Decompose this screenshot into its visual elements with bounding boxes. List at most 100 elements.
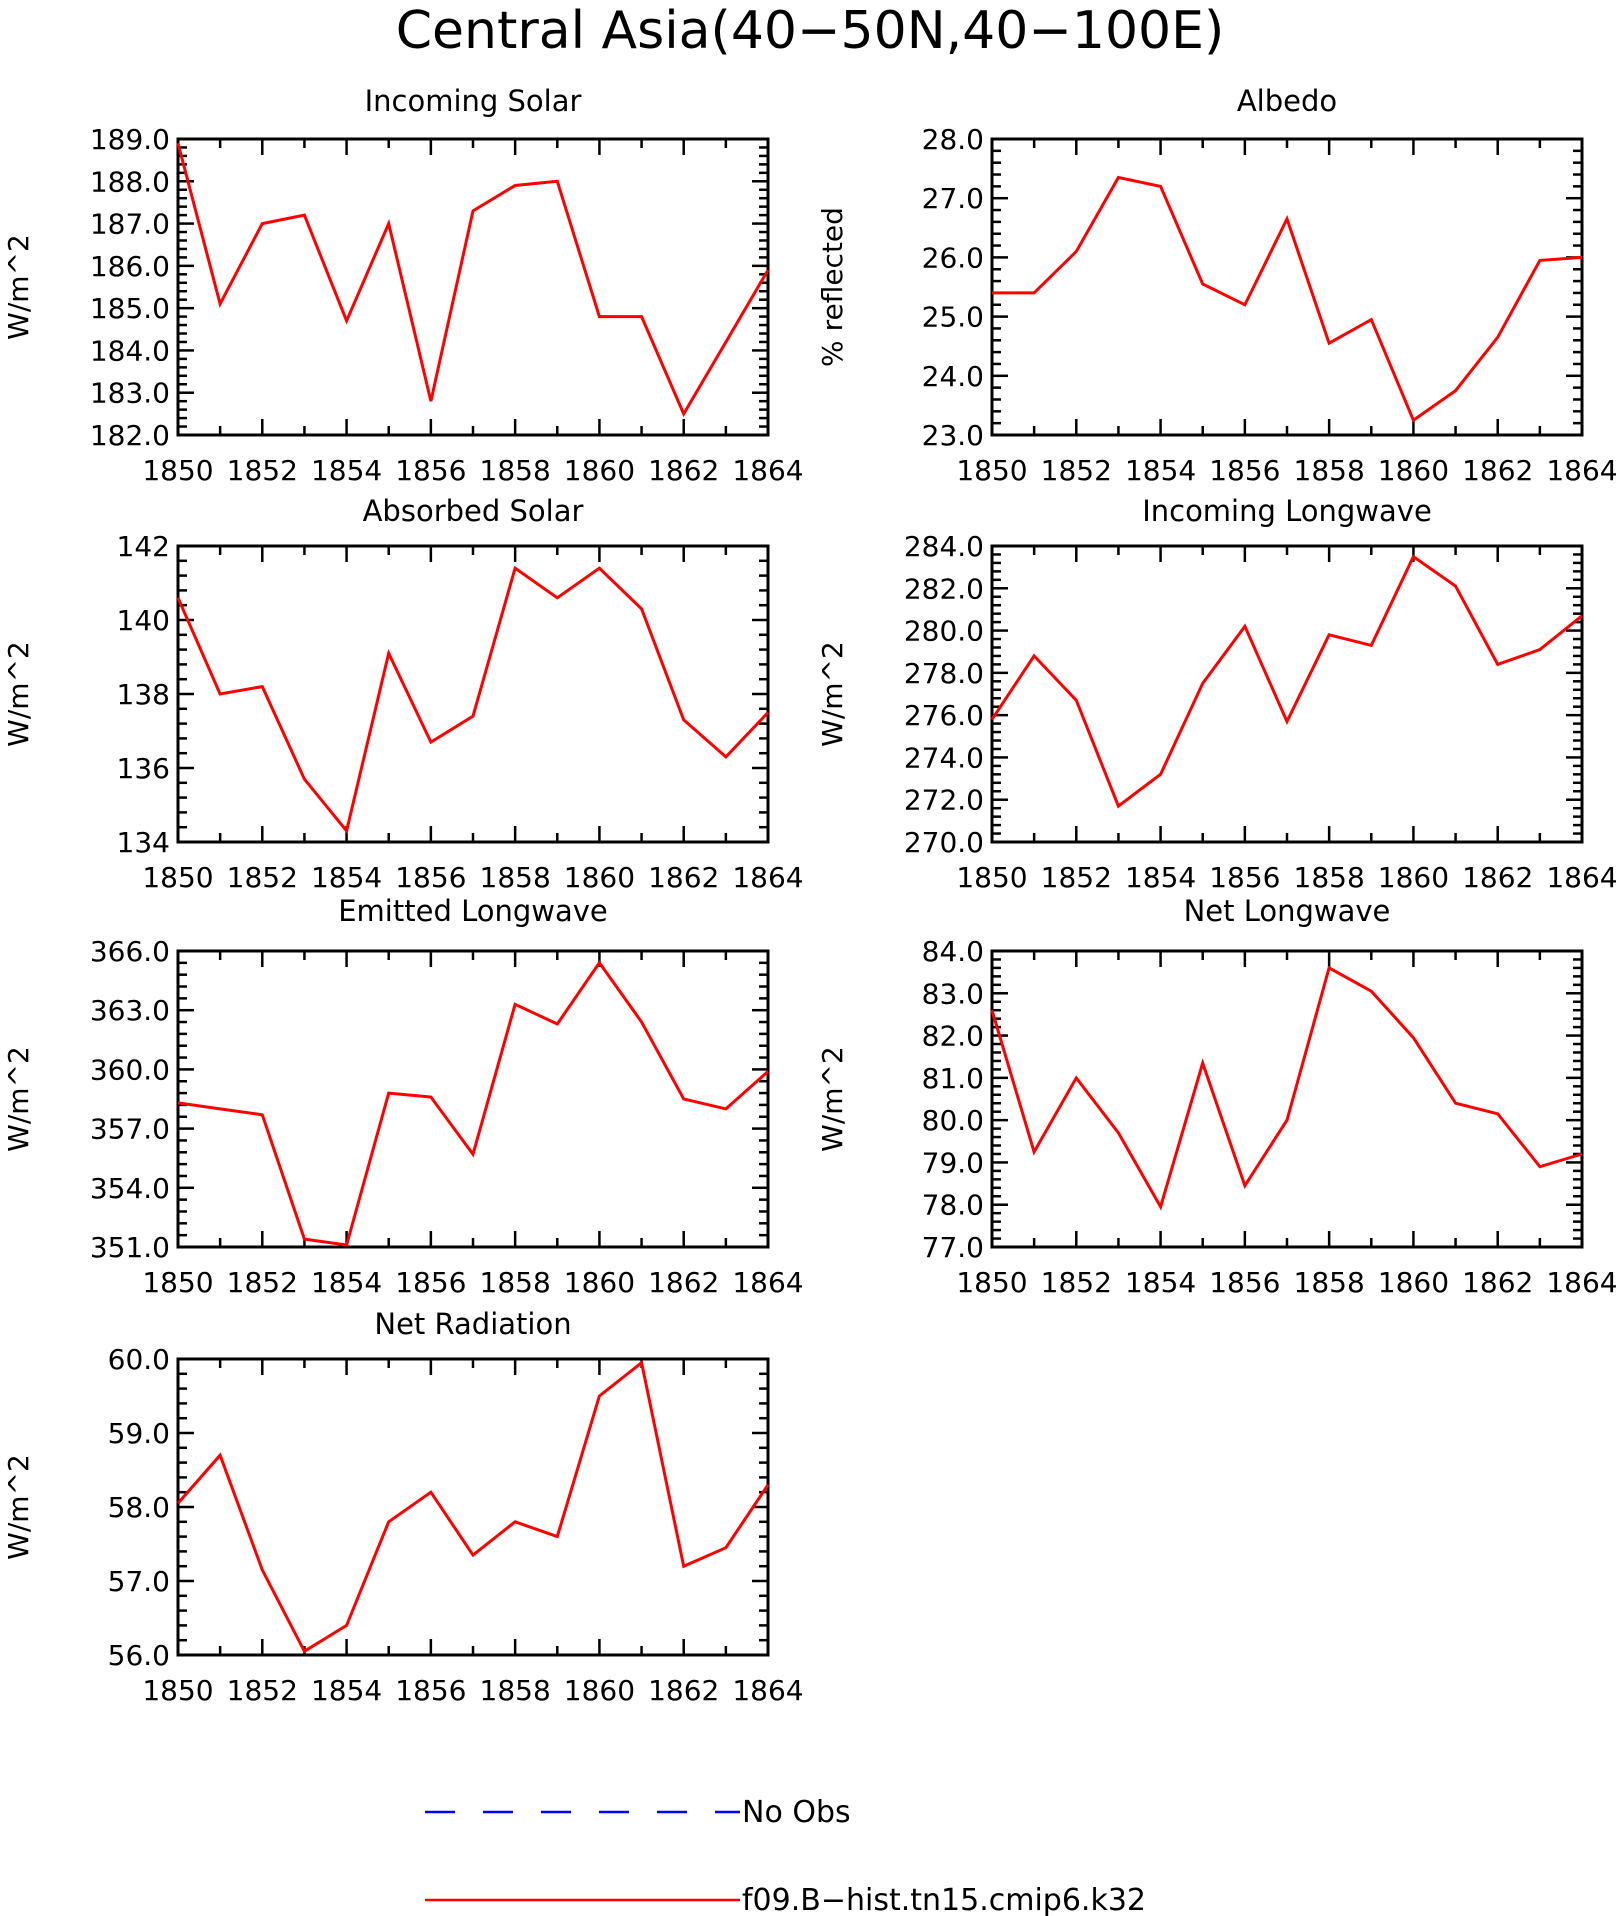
- x-tick-label: 1858: [1294, 1266, 1365, 1299]
- x-tick-label: 1862: [1462, 454, 1533, 487]
- y-tick-label: 79.0: [922, 1146, 984, 1179]
- x-tick-label: 1860: [564, 861, 635, 894]
- x-tick-label: 1858: [1294, 454, 1365, 487]
- series-line-incoming-solar: [176, 142, 770, 418]
- x-tick-label: 1852: [227, 454, 298, 487]
- x-tick-label: 1864: [732, 861, 803, 894]
- y-tick-label: 183.0: [90, 377, 170, 410]
- x-tick-label: 1856: [1209, 1266, 1280, 1299]
- y-tick-label: 24.0: [922, 360, 984, 393]
- x-tick-label: 1864: [732, 1266, 803, 1299]
- y-axis-label: W/m^2: [2, 641, 35, 747]
- y-tick-label: 186.0: [90, 250, 170, 283]
- x-tick-label: 1856: [395, 861, 466, 894]
- plot-frame: [990, 137, 1584, 437]
- y-tick-label: 274.0: [904, 741, 984, 774]
- y-tick-label: 280.0: [904, 615, 984, 648]
- x-tick-label: 1850: [142, 1266, 213, 1299]
- x-tick-label: 1862: [648, 861, 719, 894]
- series-line-net-radiation: [176, 1360, 770, 1654]
- y-tick-label: 360.0: [90, 1053, 170, 1086]
- x-tick-label: 1850: [956, 1266, 1027, 1299]
- y-tick-label: 78.0: [922, 1189, 984, 1222]
- y-axis-label: W/m^2: [816, 641, 849, 747]
- y-axis-label: % reflected: [816, 207, 849, 367]
- x-tick-label: 1852: [1041, 861, 1112, 894]
- y-tick-label: 182.0: [90, 419, 170, 452]
- y-tick-label: 28.0: [922, 123, 984, 156]
- panel-title-emitted-longwave: Emitted Longwave: [338, 894, 608, 928]
- panel-title-albedo: Albedo: [1237, 84, 1337, 118]
- x-tick-label: 1858: [480, 1266, 551, 1299]
- panel-title-incoming-solar: Incoming Solar: [365, 84, 582, 118]
- y-tick-label: 184.0: [90, 334, 170, 367]
- legend-label-model: f09.B−hist.tn15.cmip6.k32: [742, 1883, 1146, 1916]
- x-tick-label: 1860: [564, 454, 635, 487]
- x-tick-label: 1860: [1378, 454, 1449, 487]
- figure-title: Central Asia(40−50N,40−100E): [396, 1, 1225, 61]
- x-tick-label: 1850: [142, 861, 213, 894]
- panel-title-net-longwave: Net Longwave: [1184, 894, 1391, 928]
- x-tick-label: 1862: [1462, 861, 1533, 894]
- y-tick-label: 140: [117, 604, 170, 637]
- x-tick-label: 1864: [732, 1674, 803, 1707]
- panel-grid: Incoming Solar 1850 1852 1854 1856 1858 1860 18…: [2, 84, 1618, 1707]
- y-tick-label: 351.0: [90, 1231, 170, 1264]
- y-axis-label: W/m^2: [2, 234, 35, 340]
- panel-absorbed-solar: Absorbed Solar 1850 1852 1854 1856 1858 1860 18…: [2, 494, 804, 894]
- x-tick-label: 1860: [1378, 861, 1449, 894]
- x-tick-label: 1860: [564, 1674, 635, 1707]
- y-tick-label: 57.0: [108, 1565, 170, 1598]
- y-tick-label: 276.0: [904, 699, 984, 732]
- y-tick-label: 81.0: [922, 1062, 984, 1095]
- y-axis-label: W/m^2: [816, 1046, 849, 1152]
- plot-frame: [176, 949, 770, 1249]
- plot-frame: [176, 1357, 770, 1657]
- y-tick-label: 26.0: [922, 241, 984, 274]
- y-axis-label: W/m^2: [2, 1454, 35, 1560]
- panel-emitted-longwave: Emitted Longwave 1850 1852 1854 1856 1858 1860…: [2, 894, 804, 1299]
- panel-title-absorbed-solar: Absorbed Solar: [363, 494, 584, 528]
- y-tick-label: 82.0: [922, 1020, 984, 1053]
- x-tick-label: 1858: [1294, 861, 1365, 894]
- y-tick-label: 83.0: [922, 977, 984, 1010]
- legend: No Obs f09.B−hist.tn15.cmip6.k32: [425, 1795, 1146, 1916]
- y-tick-label: 354.0: [90, 1172, 170, 1205]
- y-tick-label: 58.0: [108, 1491, 170, 1524]
- x-tick-label: 1850: [956, 454, 1027, 487]
- x-tick-label: 1854: [1125, 861, 1196, 894]
- y-tick-label: 278.0: [904, 657, 984, 690]
- legend-label-no-obs: No Obs: [742, 1795, 851, 1830]
- y-tick-label: 77.0: [922, 1231, 984, 1264]
- y-tick-label: 56.0: [108, 1639, 170, 1672]
- x-tick-label: 1864: [1546, 454, 1617, 487]
- x-tick-label: 1856: [395, 1266, 466, 1299]
- y-tick-label: 189.0: [90, 123, 170, 156]
- series-line-incoming-longwave: [990, 554, 1583, 809]
- x-tick-label: 1864: [732, 454, 803, 487]
- panel-albedo: Albedo 1850 1852 1854 1856 1858 1860 1862 1864 23…: [816, 84, 1618, 487]
- panel-incoming-solar: Incoming Solar 1850 1852 1854 1856 1858 1860 18…: [2, 84, 804, 487]
- y-tick-label: 185.0: [90, 292, 170, 325]
- x-tick-label: 1858: [480, 861, 551, 894]
- x-tick-label: 1858: [480, 1674, 551, 1707]
- y-tick-label: 188.0: [90, 165, 170, 198]
- y-tick-label: 23.0: [922, 419, 984, 452]
- y-tick-label: 366.0: [90, 935, 170, 968]
- x-tick-label: 1854: [311, 454, 382, 487]
- x-tick-label: 1862: [648, 1266, 719, 1299]
- y-tick-label: 138: [117, 678, 170, 711]
- series-line-net-longwave: [990, 965, 1583, 1211]
- series-line-emitted-longwave: [177, 960, 769, 1247]
- x-tick-label: 1852: [227, 1266, 298, 1299]
- series-line-absorbed-solar: [176, 565, 770, 835]
- panel-title-net-radiation: Net Radiation: [374, 1307, 571, 1341]
- y-tick-label: 60.0: [108, 1343, 170, 1376]
- panel-title-incoming-longwave: Incoming Longwave: [1142, 494, 1432, 528]
- y-tick-label: 25.0: [922, 301, 984, 334]
- y-tick-label: 80.0: [922, 1104, 984, 1137]
- y-tick-label: 270.0: [904, 826, 984, 859]
- y-tick-label: 284.0: [904, 530, 984, 563]
- x-tick-label: 1856: [395, 1674, 466, 1707]
